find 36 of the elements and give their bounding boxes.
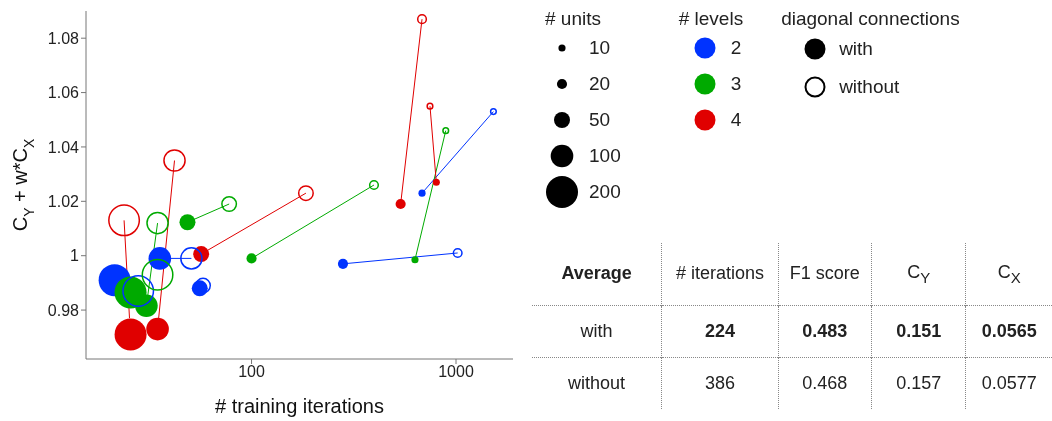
legend-label: 200 [589,181,621,203]
text: 386 [661,357,779,409]
text: C$_{Y}$ [871,243,966,305]
y-tick-label: 1.06 [47,84,80,102]
x-tick-label: 1000 [438,363,474,381]
legend-label: 4 [730,109,742,131]
text: without [839,76,900,98]
legend-label: 10 [589,37,611,59]
y-tick-label: 1 [70,247,80,265]
text: 0.483 [778,305,872,357]
text: 0.0577 [965,357,1052,409]
text: without [532,357,662,409]
y-tick-label: 1.02 [47,192,80,210]
text: # iterations [661,243,779,305]
y-tick-label: 1.04 [47,138,80,156]
legend-label: 2 [730,37,742,59]
y-tick-label: 0.98 [47,301,80,319]
text: # levels [678,8,744,30]
text: C$_{X}$ [965,243,1052,305]
text: 224 [661,305,779,357]
legend-label: 3 [730,73,742,95]
legend-label: 20 [589,73,611,95]
text: 0.151 [871,305,966,357]
text: F1 score [778,243,872,305]
legend-label: 100 [589,145,621,167]
legend-label: 50 [589,109,611,131]
text: # units [545,8,602,30]
text: 0.468 [778,357,872,409]
text: 0.0565 [965,305,1052,357]
x-axis-title: # training iterations [215,395,384,417]
text: 0.157 [871,357,966,409]
y-tick-label: 1.08 [47,29,80,47]
text: with [839,38,873,60]
text: with [532,305,662,357]
text: Average [560,262,633,286]
text: diagonal connections [781,8,960,30]
